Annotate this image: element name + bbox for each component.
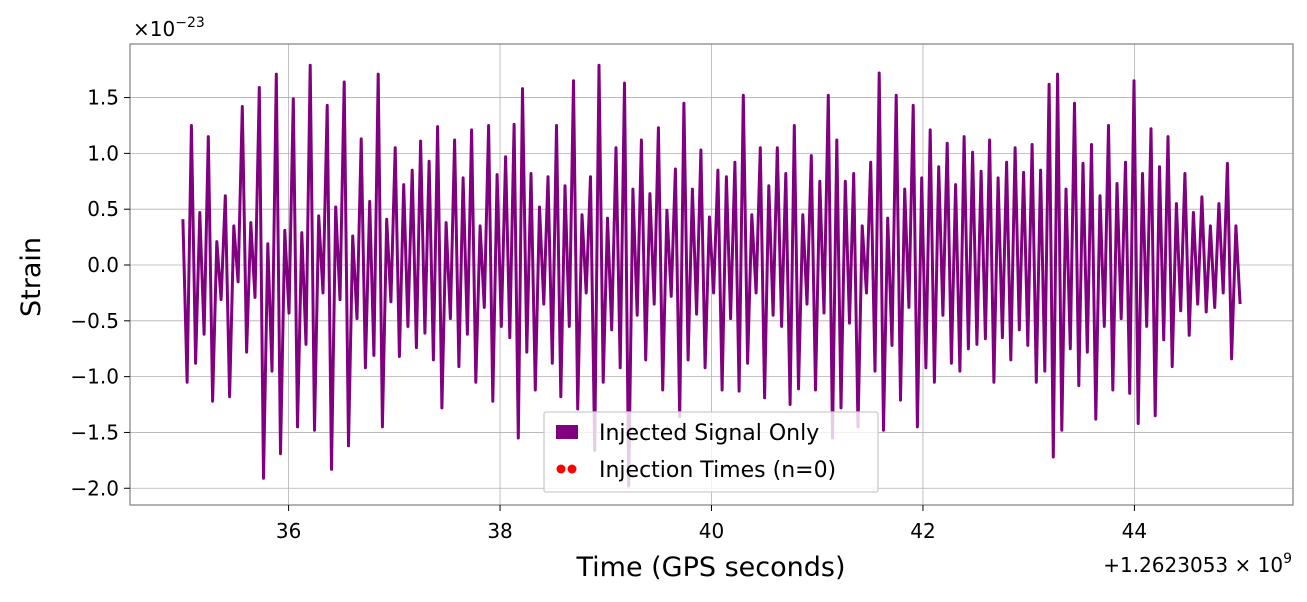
y-tick-label: −1.5 [70, 420, 119, 444]
legend-swatch-injected-signal [556, 425, 578, 439]
y-multiplier-label: ×10−23 [133, 15, 205, 41]
legend-marker-injection-times [556, 464, 566, 474]
x-tick-label: 42 [910, 519, 935, 543]
y-tick-label: −0.5 [70, 309, 119, 333]
y-ticks: −2.0 −1.5 −1.0 −0.5 0.0 0.5 1.0 1.5 [70, 86, 130, 500]
y-tick-label: −1.0 [70, 365, 119, 389]
x-axis-label: Time (GPS seconds) [575, 552, 845, 583]
legend-marker-injection-times [567, 464, 577, 474]
x-tick-label: 44 [1122, 519, 1147, 543]
y-tick-label: −2.0 [70, 476, 119, 500]
legend-label-injection-times: Injection Times (n=0) [599, 458, 836, 483]
legend-label-injected-signal: Injected Signal Only [599, 421, 819, 446]
series-line-injected-signal [181, 63, 1242, 488]
y-tick-label: 1.5 [87, 86, 119, 110]
x-tick-label: 36 [276, 519, 301, 543]
x-tick-label: 38 [487, 519, 512, 543]
legend-box [543, 411, 879, 493]
legend: Injected Signal Only Injection Times (n=… [543, 411, 879, 493]
x-offset-label: +1.2623053 × 109 [1103, 551, 1292, 577]
x-ticks: 36 38 40 42 44 [276, 505, 1147, 543]
y-tick-label: 0.0 [87, 253, 119, 277]
series-layer [181, 63, 1242, 488]
x-tick-label: 40 [699, 519, 724, 543]
y-axis-label: Strain [16, 237, 47, 317]
y-tick-label: 1.0 [87, 141, 119, 165]
y-tick-label: 0.5 [87, 197, 119, 221]
